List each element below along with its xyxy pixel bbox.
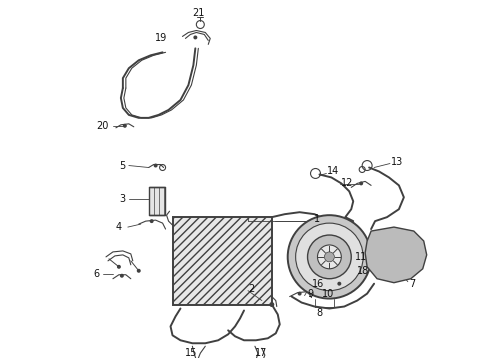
Text: 4: 4 [116,222,122,232]
Text: 1: 1 [314,214,319,224]
Circle shape [120,274,124,278]
Circle shape [270,302,274,307]
Polygon shape [365,227,427,283]
Circle shape [295,223,363,291]
Circle shape [324,252,334,262]
Text: 8: 8 [317,309,322,319]
Circle shape [194,35,197,39]
Text: 17: 17 [255,348,268,358]
Circle shape [337,282,342,286]
Text: 14: 14 [327,166,340,176]
Bar [172,217,272,305]
Circle shape [149,219,154,223]
Text: 11: 11 [355,252,368,262]
Text: 15: 15 [185,348,198,358]
Circle shape [359,181,363,185]
Text: 3: 3 [119,194,125,204]
Text: 9: 9 [308,289,314,298]
Text: 5: 5 [119,161,125,171]
Circle shape [288,215,371,298]
Circle shape [137,269,141,273]
Text: 12: 12 [342,179,354,188]
Circle shape [297,292,302,296]
Text: 16: 16 [312,279,324,289]
Bar [148,187,165,215]
Circle shape [154,163,158,167]
Text: 18: 18 [357,266,369,276]
Circle shape [308,235,351,279]
Circle shape [117,265,121,269]
Text: 13: 13 [391,157,403,167]
Text: 7: 7 [409,279,415,289]
Text: 21: 21 [193,8,205,18]
Text: 10: 10 [322,289,335,298]
Text: 2: 2 [248,284,254,294]
Circle shape [318,245,342,269]
Text: 6: 6 [93,269,99,279]
Text: 20: 20 [96,121,108,131]
Circle shape [123,124,127,128]
Text: 19: 19 [155,33,167,44]
